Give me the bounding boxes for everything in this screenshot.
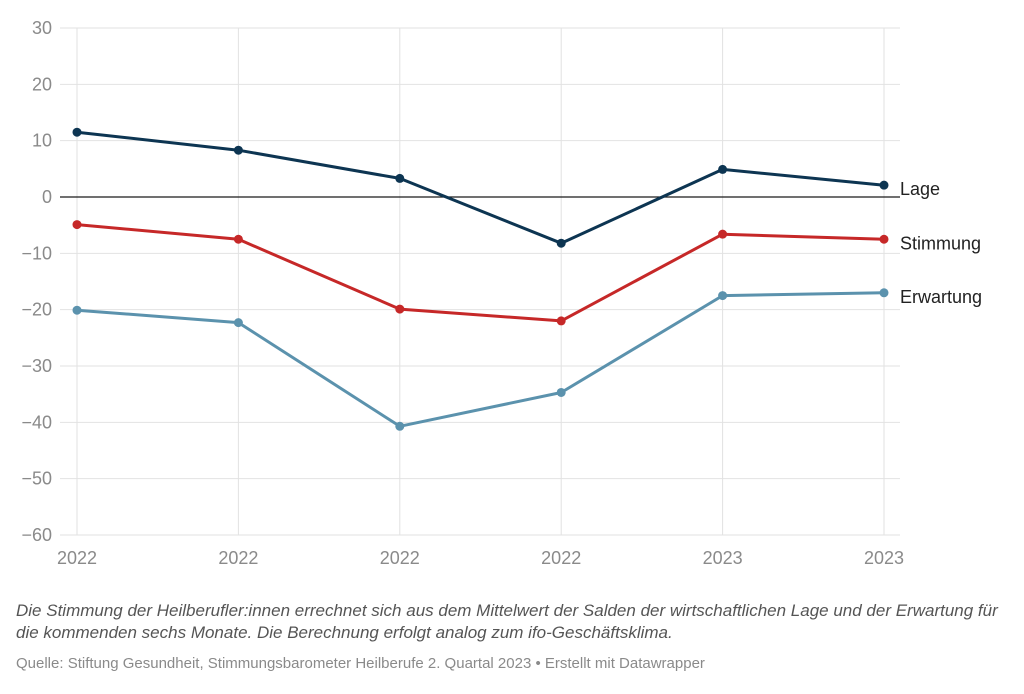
y-tick-label: 20	[32, 74, 52, 94]
x-tick-label: 2022	[541, 548, 581, 568]
y-tick-label: 0	[42, 187, 52, 207]
data-point-lage	[718, 164, 728, 174]
data-point-stimmung	[395, 304, 405, 314]
y-tick-label: 30	[32, 18, 52, 38]
y-tick-label: −40	[21, 412, 52, 432]
y-tick-label: −10	[21, 243, 52, 263]
y-tick-label: −20	[21, 300, 52, 320]
data-point-erwartung	[395, 421, 405, 431]
x-tick-label: 2023	[864, 548, 904, 568]
data-point-lage	[556, 238, 566, 248]
x-tick-label: 2023	[703, 548, 743, 568]
chart-note: Die Stimmung der Heilberufler:innen erre…	[16, 601, 998, 642]
data-point-stimmung	[233, 234, 243, 244]
data-point-lage	[879, 180, 889, 190]
series-line-stimmung	[75, 223, 886, 323]
x-tick-label: 2022	[218, 548, 258, 568]
series-label-stimmung: Stimmung	[900, 233, 981, 253]
data-point-stimmung	[718, 229, 728, 239]
data-point-erwartung	[879, 288, 889, 298]
data-point-lage	[72, 127, 82, 137]
data-point-lage	[233, 145, 243, 155]
chart-source: Quelle: Stiftung Gesundheit, Stimmungsba…	[16, 655, 705, 672]
y-tick-label: −50	[21, 469, 52, 489]
data-point-erwartung	[556, 387, 566, 397]
series-line-lage	[75, 130, 886, 245]
y-tick-label: −60	[21, 525, 52, 545]
series-label-erwartung: Erwartung	[900, 287, 982, 307]
data-point-stimmung	[72, 220, 82, 230]
data-point-stimmung	[879, 234, 889, 244]
data-point-lage	[395, 173, 405, 183]
series-line-erwartung	[75, 291, 886, 428]
y-tick-label: −30	[21, 356, 52, 376]
x-tick-label: 2022	[380, 548, 420, 568]
x-tick-label: 2022	[57, 548, 97, 568]
series-label-lage: Lage	[900, 179, 940, 199]
data-point-stimmung	[556, 316, 566, 326]
y-tick-label: 10	[32, 131, 52, 151]
data-point-erwartung	[233, 318, 243, 328]
data-point-erwartung	[718, 291, 728, 301]
data-point-erwartung	[72, 305, 82, 315]
